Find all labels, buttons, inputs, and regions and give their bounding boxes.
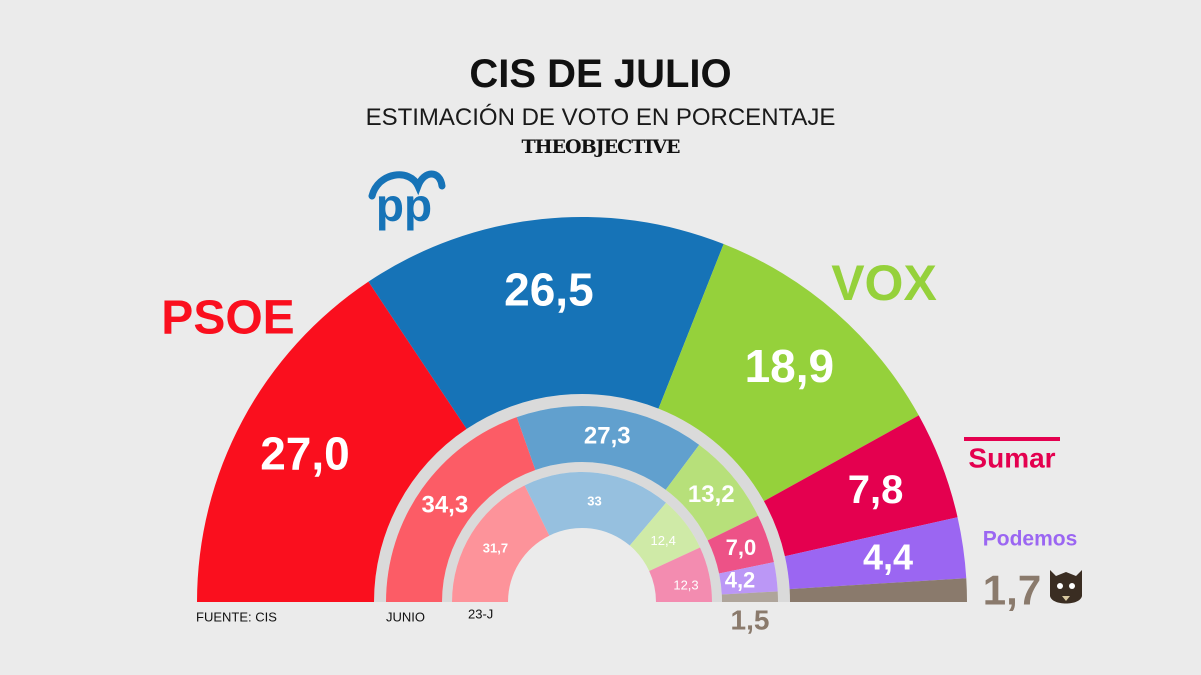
label-junio-vox: 13,2 (688, 481, 735, 508)
source-note: FUENTE: CIS (196, 610, 277, 625)
label-junio-psoe: 34,3 (421, 491, 468, 518)
label-julio-podemos: 4,4 (863, 537, 913, 578)
slice-julio-psoe (197, 281, 467, 602)
chart-subtitle: ESTIMACIÓN DE VOTO EN PORCENTAJE (365, 104, 836, 131)
slice-julio-sumar (763, 415, 958, 557)
sumar-bar-icon (964, 437, 1060, 441)
party-label-vox: VOX (831, 255, 937, 311)
slice-julio-pp (368, 216, 724, 429)
label-junio-podemos: 4,2 (725, 568, 756, 593)
label-junio-sumar: 7,0 (726, 535, 757, 560)
label-julio-psoe: 27,0 (260, 428, 350, 480)
slice-junio-sumar (707, 515, 774, 574)
slice-julio-otros (789, 578, 967, 602)
ring-label-junio: JUNIO (386, 610, 425, 625)
slice-junio-pp (516, 406, 700, 490)
slice-23-J-vox (629, 502, 701, 572)
label-julio-pp: 26,5 (504, 264, 594, 316)
label-23-J-vox: 12,4 (651, 533, 676, 548)
slice-23-J-psoe (452, 485, 550, 602)
label-23-J-pp: 33 (587, 493, 601, 508)
party-label-psoe: PSOE (161, 292, 294, 345)
label-julio-otros: 1,7 (983, 567, 1041, 614)
slice-junio-psoe (386, 417, 536, 602)
squirrel-icon (1050, 570, 1082, 604)
brand-logo: THEOBJECTIVE (0, 136, 1201, 158)
slice-23-J-sumar (649, 547, 712, 602)
label-23-J-psoe: 31,7 (483, 541, 508, 556)
slice-julio-podemos (784, 517, 967, 590)
brand-bold: OBJECTIVE (565, 136, 680, 158)
pp-logo-icon (368, 170, 446, 200)
label-julio-sumar: 7,8 (848, 468, 904, 512)
label-julio-vox: 18,9 (745, 340, 835, 392)
party-label-podemos: Podemos (983, 528, 1078, 551)
chart-title: CIS DE JULIO (469, 52, 732, 96)
label-junio-otros: 1,5 (731, 605, 770, 636)
slice-junio-podemos (719, 562, 778, 595)
slice-junio-otros (721, 591, 778, 602)
brand-light: THE (521, 136, 566, 158)
slice-julio-vox (658, 244, 919, 502)
slice-junio-vox (665, 444, 758, 541)
ring-label-23j: 23-J (468, 607, 493, 622)
party-label-sumar: Sumar (968, 443, 1055, 474)
slice-23-J-pp (524, 472, 667, 546)
label-junio-pp: 27,3 (584, 422, 631, 449)
label-23-J-sumar: 12,3 (673, 578, 698, 593)
party-label-pp: pp (376, 179, 432, 231)
